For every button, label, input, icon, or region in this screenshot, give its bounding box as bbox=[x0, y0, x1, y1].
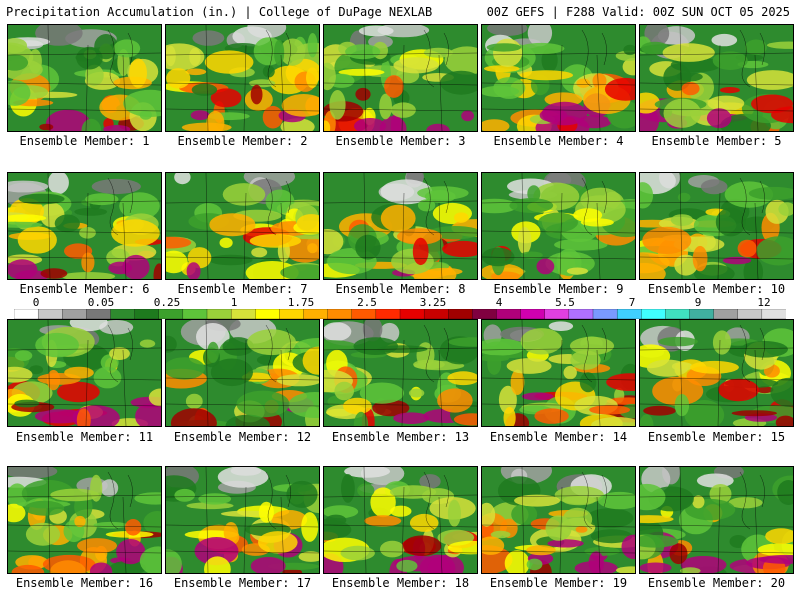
ensemble-label-10: Ensemble Member: 10 bbox=[647, 282, 786, 296]
ensemble-map-6 bbox=[7, 172, 162, 280]
ensemble-map-15 bbox=[639, 319, 794, 427]
ensemble-map-17 bbox=[165, 466, 320, 574]
ensemble-label-4: Ensemble Member: 4 bbox=[493, 134, 624, 148]
ensemble-label-13: Ensemble Member: 13 bbox=[331, 430, 470, 444]
colorbar-tick-label: 1.75 bbox=[287, 296, 315, 309]
header-title-right: 00Z GEFS | F288 Valid: 00Z SUN OCT 05 20… bbox=[486, 5, 790, 19]
colorbar-swatch bbox=[37, 309, 63, 319]
ensemble-map-4 bbox=[481, 24, 636, 132]
colorbar-tick-label: 12 bbox=[757, 296, 771, 309]
ensemble-label-17: Ensemble Member: 17 bbox=[173, 576, 312, 590]
ensemble-map-8 bbox=[323, 172, 478, 280]
ensemble-label-14: Ensemble Member: 14 bbox=[489, 430, 628, 444]
colorbar-swatch bbox=[255, 309, 281, 319]
colorbar-tick-label: 4 bbox=[495, 296, 503, 309]
colorbar-tick-label: 9 bbox=[694, 296, 702, 309]
ensemble-label-5: Ensemble Member: 5 bbox=[651, 134, 782, 148]
colorbar-swatch bbox=[520, 309, 546, 319]
colorbar-swatch bbox=[14, 309, 39, 319]
colorbar-tick-label: 0.05 bbox=[87, 296, 115, 309]
ensemble-map-3 bbox=[323, 24, 478, 132]
ensemble-label-2: Ensemble Member: 2 bbox=[177, 134, 308, 148]
ensemble-label-9: Ensemble Member: 9 bbox=[493, 282, 624, 296]
colorbar-swatch bbox=[568, 309, 594, 319]
colorbar-swatch bbox=[496, 309, 522, 319]
ensemble-label-19: Ensemble Member: 19 bbox=[489, 576, 628, 590]
colorbar-swatch bbox=[62, 309, 88, 319]
ensemble-label-16: Ensemble Member: 16 bbox=[15, 576, 154, 590]
ensemble-map-7 bbox=[165, 172, 320, 280]
ensemble-map-1 bbox=[7, 24, 162, 132]
colorbar-swatch bbox=[230, 309, 256, 319]
ensemble-label-6: Ensemble Member: 6 bbox=[19, 282, 150, 296]
colorbar-swatch bbox=[737, 309, 763, 319]
colorbar-swatch bbox=[303, 309, 329, 319]
colorbar-swatch bbox=[641, 309, 667, 319]
ensemble-label-20: Ensemble Member: 20 bbox=[647, 576, 786, 590]
ensemble-map-18 bbox=[323, 466, 478, 574]
colorbar-swatch bbox=[206, 309, 232, 319]
colorbar-swatch bbox=[713, 309, 739, 319]
colorbar-swatch bbox=[182, 309, 208, 319]
colorbar-swatch bbox=[86, 309, 112, 319]
ensemble-map-13 bbox=[323, 319, 478, 427]
colorbar-swatch bbox=[544, 309, 570, 319]
colorbar-swatch bbox=[279, 309, 305, 319]
ensemble-map-12 bbox=[165, 319, 320, 427]
ensemble-label-15: Ensemble Member: 15 bbox=[647, 430, 786, 444]
header-title-left: Precipitation Accumulation (in.) | Colle… bbox=[6, 5, 433, 19]
colorbar-swatch bbox=[110, 309, 136, 319]
colorbar-tick-label: 3.25 bbox=[419, 296, 447, 309]
colorbar-tick-label: 2.5 bbox=[357, 296, 377, 309]
colorbar-tick-label: 5.5 bbox=[555, 296, 575, 309]
colorbar-tick-label: 1 bbox=[230, 296, 238, 309]
colorbar-swatch bbox=[375, 309, 401, 319]
colorbar-tick-label: 0 bbox=[32, 296, 40, 309]
colorbar-tick-label: 7 bbox=[628, 296, 636, 309]
colorbar-swatch bbox=[327, 309, 353, 319]
colorbar-swatch bbox=[399, 309, 425, 319]
ensemble-map-20 bbox=[639, 466, 794, 574]
ensemble-label-11: Ensemble Member: 11 bbox=[15, 430, 154, 444]
ensemble-map-10 bbox=[639, 172, 794, 280]
colorbar-swatch bbox=[134, 309, 160, 319]
colorbar-swatch bbox=[472, 309, 498, 319]
colorbar-swatch bbox=[448, 309, 474, 319]
ensemble-label-18: Ensemble Member: 18 bbox=[331, 576, 470, 590]
ensemble-map-14 bbox=[481, 319, 636, 427]
colorbar-swatch bbox=[158, 309, 184, 319]
colorbar-swatch bbox=[665, 309, 691, 319]
ensemble-map-5 bbox=[639, 24, 794, 132]
colorbar-tick-label: 0.25 bbox=[153, 296, 181, 309]
ensemble-map-2 bbox=[165, 24, 320, 132]
ensemble-map-16 bbox=[7, 466, 162, 574]
precip-colorbar bbox=[14, 309, 786, 319]
colorbar-swatch bbox=[423, 309, 449, 319]
colorbar-swatch bbox=[616, 309, 642, 319]
ensemble-map-11 bbox=[7, 319, 162, 427]
ensemble-label-1: Ensemble Member: 1 bbox=[19, 134, 150, 148]
ensemble-label-7: Ensemble Member: 7 bbox=[177, 282, 308, 296]
colorbar-swatch bbox=[351, 309, 377, 319]
colorbar-swatch bbox=[689, 309, 715, 319]
ensemble-map-19 bbox=[481, 466, 636, 574]
ensemble-map-9 bbox=[481, 172, 636, 280]
colorbar-swatch bbox=[761, 309, 786, 319]
colorbar-swatch bbox=[592, 309, 618, 319]
ensemble-label-8: Ensemble Member: 8 bbox=[335, 282, 466, 296]
ensemble-label-12: Ensemble Member: 12 bbox=[173, 430, 312, 444]
colorbar-labels: 0 0.05 0.25 1 1.75 2.5 3.25 4 5.5 7 9 12 bbox=[0, 296, 800, 310]
ensemble-label-3: Ensemble Member: 3 bbox=[335, 134, 466, 148]
